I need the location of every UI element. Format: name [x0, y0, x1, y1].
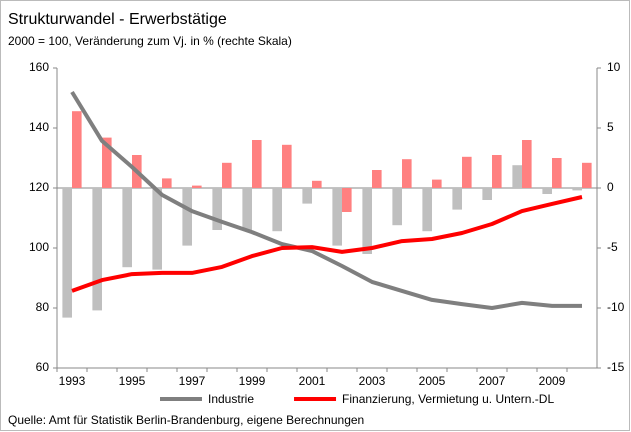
- bar: [192, 185, 202, 188]
- y2-tick-label: 10: [607, 60, 621, 74]
- chart-subtitle: 2000 = 100, Veränderung zum Vj. in % (re…: [8, 34, 292, 48]
- x-tick-label: 2009: [539, 374, 566, 388]
- bar: [62, 188, 72, 318]
- y2-tick-label: -10: [607, 300, 625, 314]
- bar: [162, 178, 172, 188]
- line: [70, 90, 582, 310]
- chart-title: Strukturwandel - Erwerbstätige: [8, 11, 227, 28]
- y-tick-label: 160: [29, 60, 49, 74]
- bar: [102, 137, 112, 188]
- bar: [432, 179, 442, 188]
- bar: [522, 140, 532, 188]
- bar: [482, 188, 492, 200]
- bar: [272, 188, 282, 232]
- bar: [242, 188, 252, 230]
- legend-label: Industrie: [208, 392, 254, 406]
- bar: [152, 188, 162, 270]
- x-tick-label: 1999: [239, 374, 266, 388]
- x-tick-label: 2005: [419, 374, 446, 388]
- bar: [212, 188, 222, 230]
- bar: [312, 180, 322, 188]
- x-tick-label: 2003: [359, 374, 386, 388]
- bar: [222, 162, 232, 188]
- bar: [452, 188, 462, 210]
- bar: [342, 188, 352, 212]
- legend-label: Finanzierung, Vermietung u. Untern.-DL: [342, 392, 554, 406]
- y-tick-label: 140: [29, 120, 49, 134]
- x-tick-label: 2007: [479, 374, 506, 388]
- y-tick-label: 100: [29, 240, 49, 254]
- bar: [582, 162, 592, 188]
- y2-tick-label: -15: [607, 360, 625, 374]
- line: [71, 195, 583, 293]
- bar: [92, 188, 102, 311]
- bar: [122, 188, 132, 268]
- x-tick-label: 1995: [119, 374, 146, 388]
- y-tick-label: 120: [29, 180, 49, 194]
- bar: [282, 144, 292, 188]
- bar: [362, 188, 372, 254]
- bar: [572, 188, 582, 191]
- bar: [72, 111, 82, 188]
- bar: [422, 188, 432, 232]
- y2-tick-label: 5: [607, 120, 614, 134]
- bar: [512, 165, 522, 188]
- y-tick-label: 80: [36, 300, 50, 314]
- y-tick-label: 60: [36, 360, 50, 374]
- bar: [542, 188, 552, 194]
- bar: [372, 170, 382, 188]
- bar: [182, 188, 192, 246]
- x-tick-label: 1997: [179, 374, 206, 388]
- source: Quelle: Amt für Statistik Berlin-Branden…: [8, 413, 364, 427]
- bar: [332, 188, 342, 246]
- bar: [302, 188, 312, 204]
- bar: [252, 140, 262, 188]
- bar: [462, 156, 472, 188]
- y2-tick-label: -5: [607, 240, 618, 254]
- x-tick-label: 2001: [299, 374, 326, 388]
- bar: [392, 188, 402, 226]
- bar: [492, 155, 502, 188]
- bar: [402, 159, 412, 188]
- y2-tick-label: 0: [607, 180, 614, 194]
- bar: [552, 158, 562, 188]
- x-tick-label: 1993: [59, 374, 86, 388]
